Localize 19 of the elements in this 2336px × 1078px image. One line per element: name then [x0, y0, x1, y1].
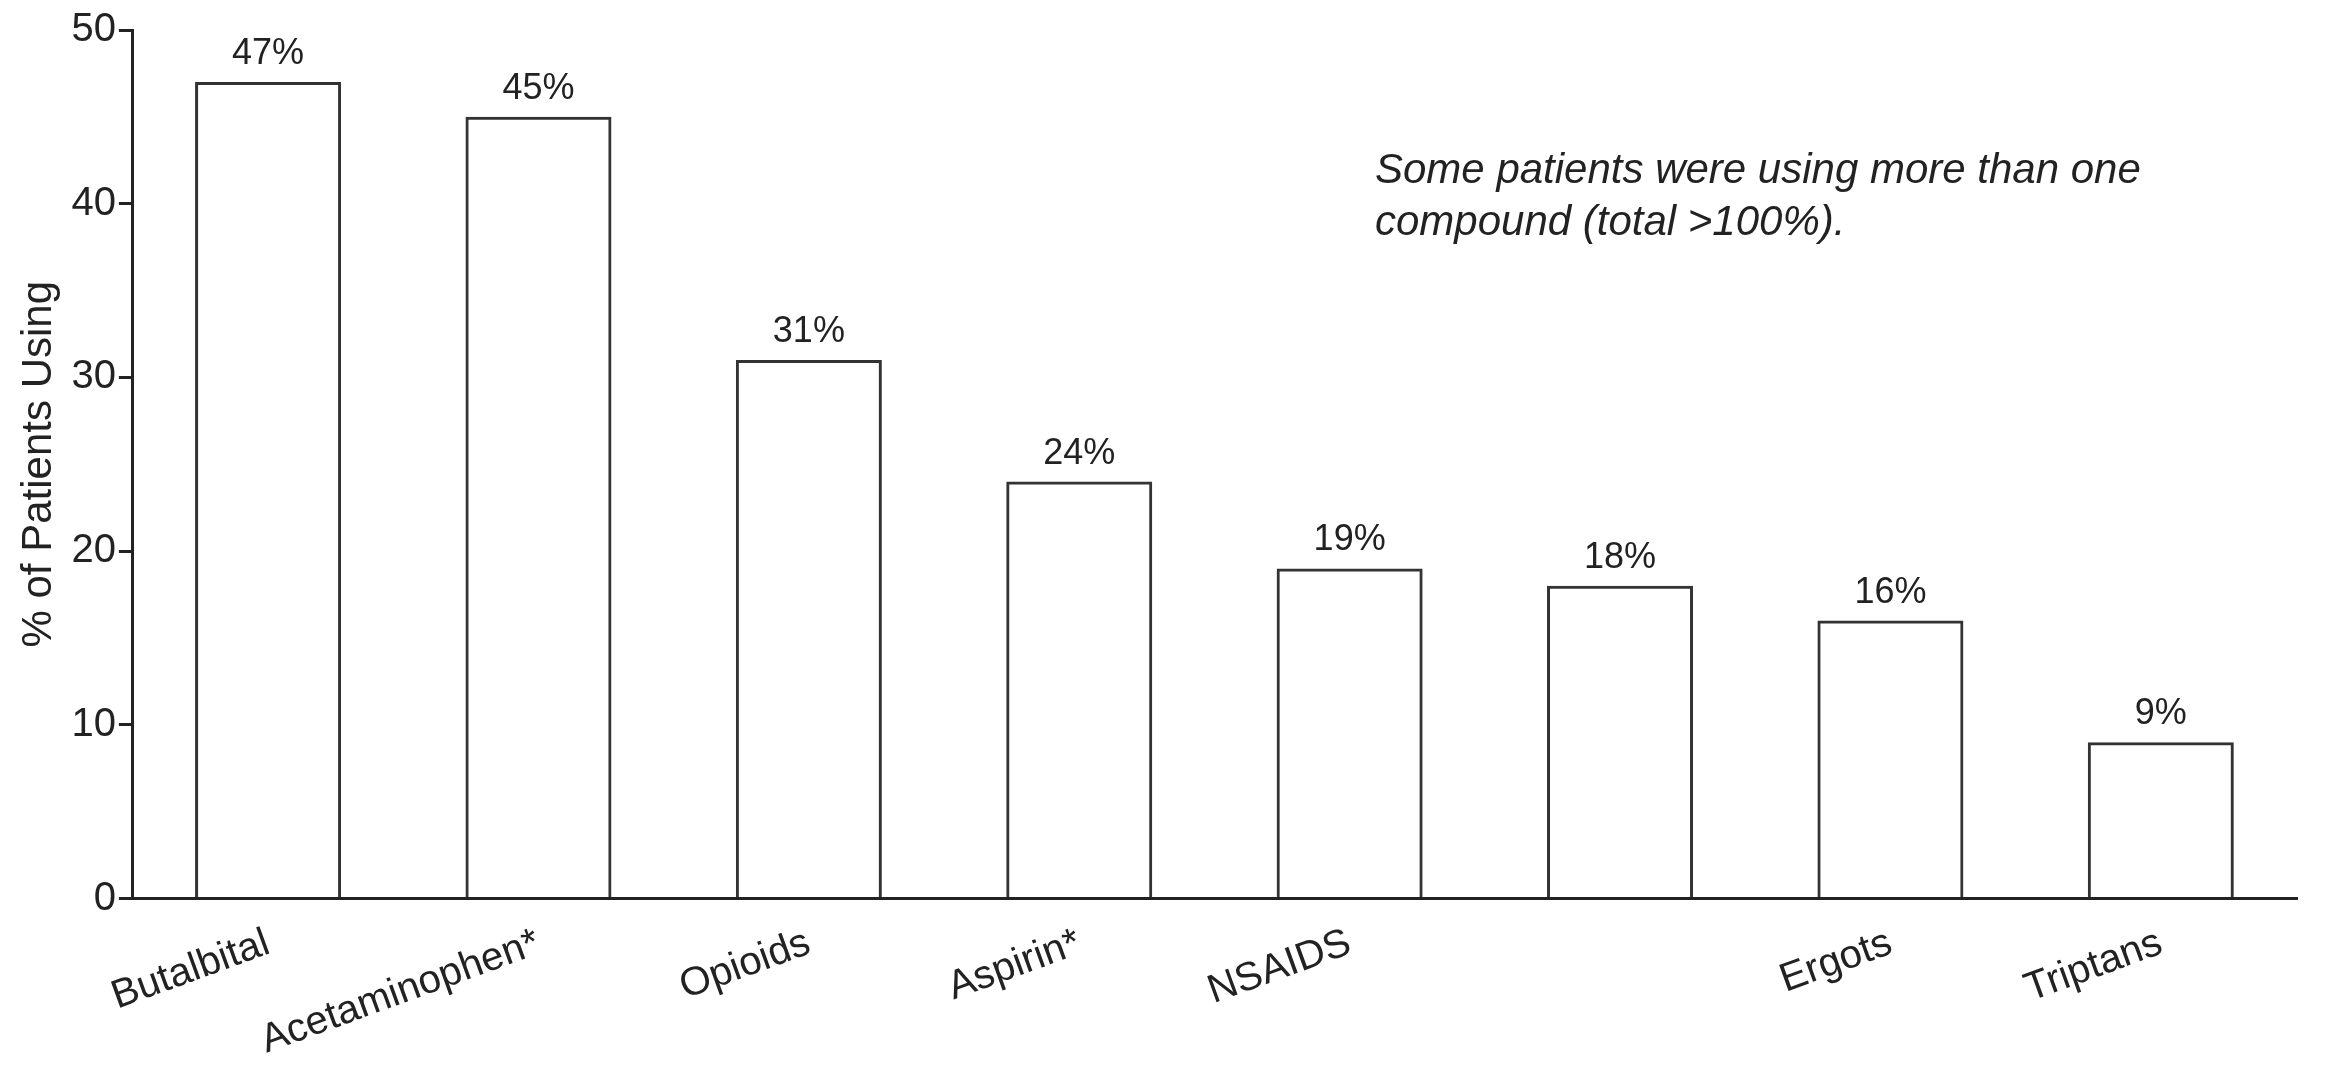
y-tick-label: 30	[71, 352, 116, 397]
x-tick-label: Opioids	[672, 918, 816, 1007]
data-label: 9%	[2134, 691, 2187, 733]
y-tick-label: 10	[71, 699, 116, 744]
y-tick-label: 50	[71, 5, 116, 50]
y-tick-label: 20	[71, 526, 116, 571]
data-label: 47%	[232, 31, 305, 73]
data-label: 45%	[502, 65, 575, 107]
x-tick-label: Triptans	[2017, 918, 2168, 1009]
data-label: 18%	[1584, 534, 1657, 576]
y-axis-title: % of Patients Using	[12, 280, 60, 648]
data-label: 16%	[1854, 569, 1927, 611]
x-tick-label: Ergots	[1773, 918, 1897, 1000]
data-label: 24%	[1043, 430, 1116, 472]
data-label: 31%	[772, 308, 845, 350]
data-label: 19%	[1313, 517, 1386, 559]
y-tick-label: 0	[93, 873, 116, 918]
annotation: Some patients were using more than one compound (total >100%).	[1375, 144, 2141, 244]
y-tick-label: 40	[71, 178, 116, 223]
